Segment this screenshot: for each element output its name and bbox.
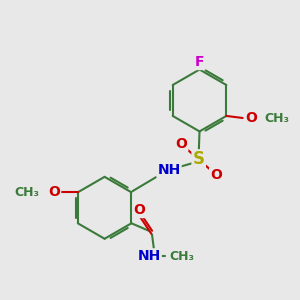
Text: NH: NH bbox=[158, 163, 181, 177]
Text: NH: NH bbox=[137, 249, 161, 263]
Text: S: S bbox=[193, 151, 205, 169]
Text: O: O bbox=[48, 185, 60, 199]
Text: O: O bbox=[245, 111, 256, 125]
Text: O: O bbox=[210, 168, 222, 182]
Text: CH₃: CH₃ bbox=[14, 186, 39, 199]
Text: CH₃: CH₃ bbox=[170, 250, 195, 263]
Text: CH₃: CH₃ bbox=[265, 112, 290, 124]
Text: O: O bbox=[134, 203, 146, 217]
Text: O: O bbox=[176, 137, 187, 151]
Text: F: F bbox=[195, 55, 204, 69]
